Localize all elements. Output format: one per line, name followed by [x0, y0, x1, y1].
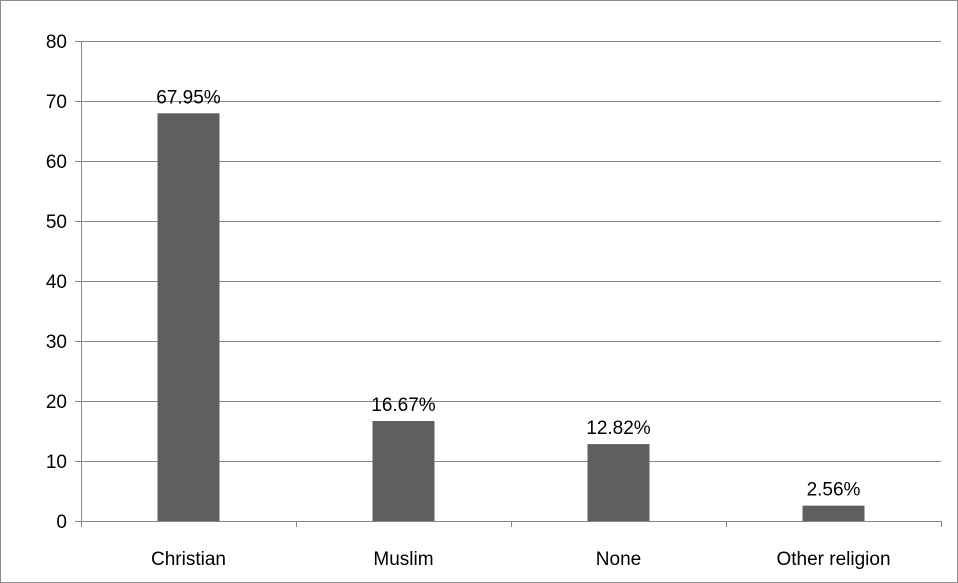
bar	[587, 444, 650, 521]
y-tick-label: 0	[56, 512, 67, 533]
y-tick-label: 50	[46, 212, 67, 233]
x-tick-label: Muslim	[373, 549, 433, 570]
y-tick-label: 30	[46, 332, 67, 353]
data-label: 2.56%	[807, 480, 861, 501]
data-label: 12.82%	[586, 418, 651, 439]
axes	[75, 41, 942, 527]
y-tick-label: 60	[46, 152, 67, 173]
x-tick-label: Christian	[151, 549, 226, 570]
y-tick-label: 70	[46, 92, 67, 113]
data-label: 16.67%	[371, 395, 436, 416]
y-tick-label: 20	[46, 392, 67, 413]
x-tick-label: Other religion	[776, 549, 890, 570]
gridlines	[81, 41, 941, 462]
y-axis-tick-labels: 0 10 20 30 40 50 60 70 80	[46, 32, 67, 533]
bar	[157, 113, 220, 522]
y-tick-label: 10	[46, 452, 67, 473]
bar	[372, 420, 435, 521]
x-axis-tick-labels: Christian Muslim None Other religion	[151, 549, 891, 570]
bars	[157, 113, 865, 522]
y-tick-label: 40	[46, 272, 67, 293]
bar	[802, 505, 865, 521]
data-label: 67.95%	[156, 87, 221, 108]
data-labels: 67.95% 16.67% 12.82% 2.56%	[156, 87, 860, 500]
y-tick-label: 80	[46, 32, 67, 53]
x-tick-label: None	[596, 549, 641, 570]
